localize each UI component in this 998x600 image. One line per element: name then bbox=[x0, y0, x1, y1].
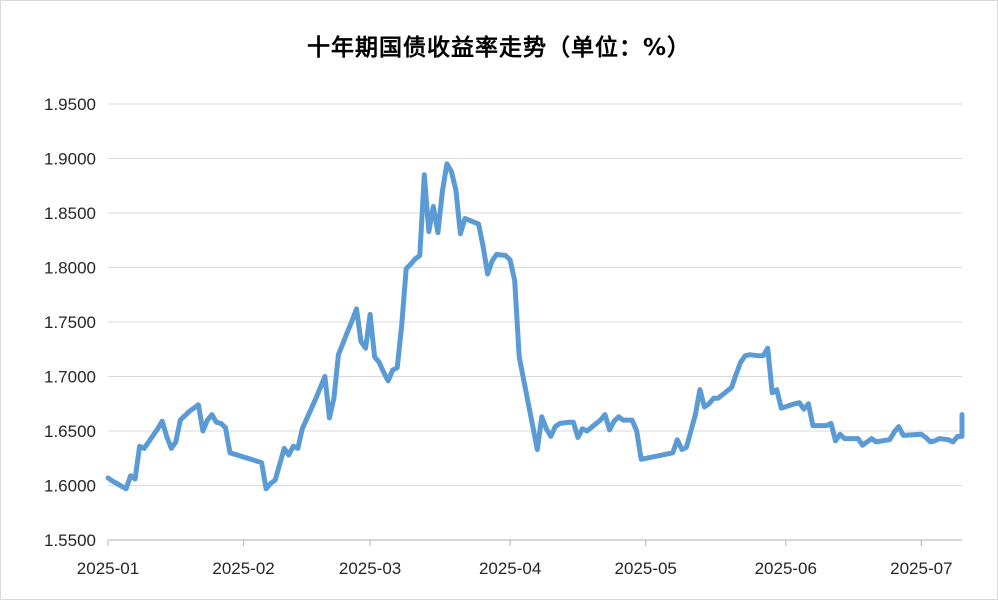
y-tick-label: 1.6000 bbox=[44, 477, 96, 496]
y-tick-label: 1.8000 bbox=[44, 259, 96, 278]
y-tick-label: 1.5500 bbox=[44, 531, 96, 550]
x-tick-label: 2025-06 bbox=[755, 559, 817, 578]
y-tick-label: 1.8500 bbox=[44, 204, 96, 223]
y-tick-label: 1.7000 bbox=[44, 368, 96, 387]
x-tick-label: 2025-05 bbox=[615, 559, 677, 578]
y-tick-label: 1.9000 bbox=[44, 150, 96, 169]
y-tick-label: 1.6500 bbox=[44, 422, 96, 441]
x-tick-label: 2025-01 bbox=[77, 559, 139, 578]
yield-series-line bbox=[105, 161, 965, 492]
x-tick-label: 2025-02 bbox=[212, 559, 274, 578]
y-tick-label: 1.7500 bbox=[44, 313, 96, 332]
x-tick-label: 2025-03 bbox=[339, 559, 401, 578]
y-tick-label: 1.9500 bbox=[44, 95, 96, 114]
x-tick-label: 2025-07 bbox=[890, 559, 952, 578]
chart-title: 十年期国债收益率走势（单位：%） bbox=[306, 35, 692, 61]
x-tick-label: 2025-04 bbox=[479, 559, 541, 578]
